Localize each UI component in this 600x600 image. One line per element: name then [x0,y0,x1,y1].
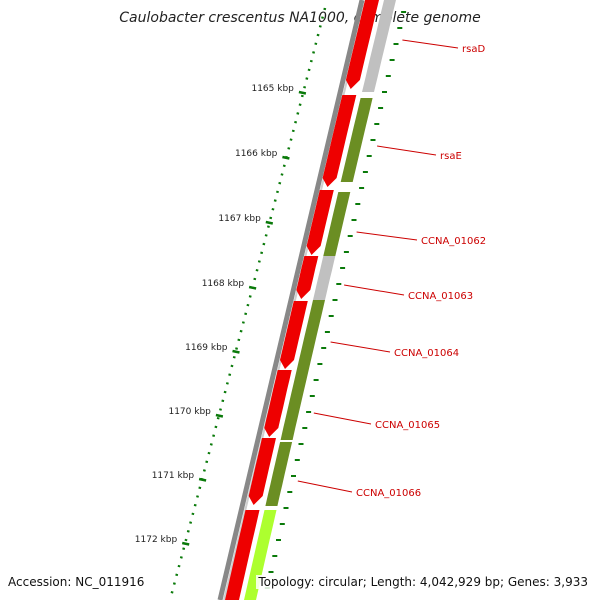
ruler-tick-label: 1165 kbp [251,84,294,94]
accession-label: Accession: NC_011916 [8,575,145,589]
ruler-tick-label: 1171 kbp [152,471,195,481]
cds-segment [362,0,396,92]
ruler-tick-label: 1167 kbp [218,214,261,224]
ruler-tick [198,477,207,482]
cds-segment [280,370,309,440]
ruler-tick [265,220,274,225]
cds-track [244,0,396,600]
ruler-tick [215,413,224,418]
gene-leader-line [402,39,459,49]
gene-label: rsaE [440,151,462,162]
cds-segment [340,98,373,182]
gene-label: CCNA_01062 [421,236,486,247]
gene-arrow [280,301,308,369]
gene-arrow [345,0,379,89]
gene-leader-line [330,341,391,353]
gene-arrow [296,256,319,299]
ruler-tick-label: 1168 kbp [202,279,245,289]
cds-segment [313,256,336,300]
ruler-tick [232,349,240,354]
ruler-tick [248,285,257,290]
ruler-labels: 1165 kbp 1166 kbp 1167 kbp 1168 kbp 1169 kbp… [135,84,294,545]
gene-label: CCNA_01063 [408,291,473,302]
backbone-outer [217,0,365,600]
gene-labels: rsaD rsaE CCNA_01062 CCNA_01063 CCNA_01064 CC… [297,39,486,499]
gene-arrow [248,438,276,505]
gene-leader-line [356,231,418,241]
gene-label: rsaD [462,44,485,55]
ruler-ticks [181,90,307,546]
ruler-tick-label: 1166 kbp [235,149,278,159]
backbone-inner [223,0,367,600]
gene-arrow [264,370,292,437]
gene-leader-line [313,412,372,425]
ruler-tick [181,541,190,546]
ruler-tick [298,90,307,95]
gene-track-red [225,0,379,600]
gene-leader-line [377,145,437,156]
outer-ticks [264,11,407,589]
ruler-tick-label: 1172 kbp [135,535,178,545]
ruler-tick-label: 1169 kbp [185,343,228,353]
gene-arrow [322,95,357,187]
gene-leader-line [297,480,353,493]
cds-segment [244,510,277,600]
cds-segment [323,192,351,256]
gene-label: CCNA_01066 [356,488,421,499]
cds-segment [265,442,293,506]
genome-summary: Topology: circular; Length: 4,042,929 bp… [256,575,590,589]
gene-arrow [225,510,260,600]
gene-arrow [306,190,334,255]
gene-leader-line [344,284,405,296]
gene-label: CCNA_01064 [394,348,459,359]
gene-label: CCNA_01065 [375,420,440,431]
cds-segment [296,300,325,370]
ruler-tick-label: 1170 kbp [168,407,211,417]
ruler-tick [282,155,290,160]
